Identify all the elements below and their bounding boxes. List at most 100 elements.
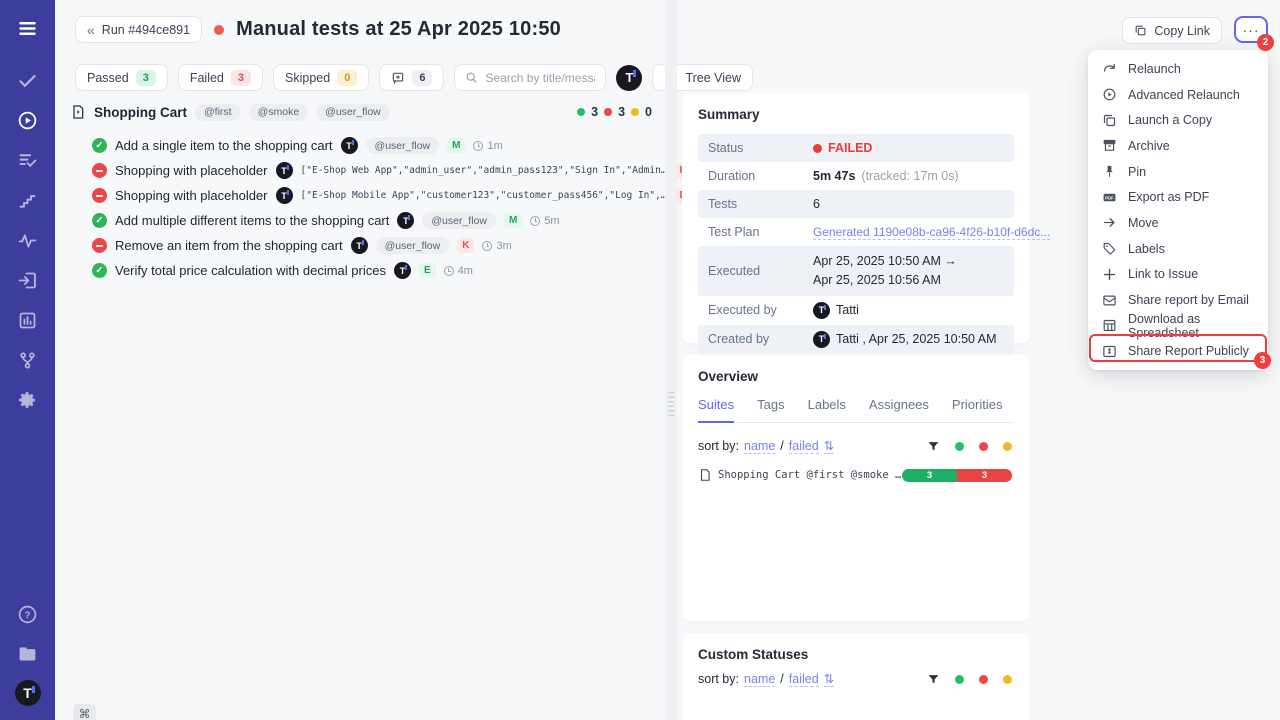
test-tag[interactable]: @user_flow: [365, 137, 440, 154]
suite-document-icon: [700, 469, 710, 481]
executed-by-value: Tatti: [836, 303, 859, 317]
more-actions-menu: Relaunch Advanced Relaunch Launch a Copy…: [1088, 50, 1271, 371]
filter-user-avatar[interactable]: T: [616, 64, 643, 91]
test-title: Remove an item from the shopping cart: [115, 238, 343, 253]
back-to-run-button[interactable]: « Run #494ce891: [75, 16, 203, 43]
sort-by-name-link[interactable]: name: [744, 671, 776, 687]
passed-legend-dot[interactable]: [955, 441, 964, 451]
sidebar-item-steps[interactable]: [16, 188, 40, 212]
user-avatar[interactable]: T: [14, 680, 41, 706]
passed-legend-dot[interactable]: [955, 674, 964, 684]
menu-item-archive[interactable]: Archive: [1088, 133, 1268, 159]
test-row[interactable]: Shopping with placeholder T ["E-Shop Web…: [70, 158, 729, 183]
test-parameters: ["E-Shop Mobile App","customer123","cust…: [300, 190, 667, 201]
owner-badge: K: [457, 238, 475, 253]
skipped-legend-dot[interactable]: [1003, 674, 1012, 684]
menu-item-move[interactable]: Move: [1088, 210, 1268, 236]
tab-suites[interactable]: Suites: [698, 397, 735, 423]
duration: 5m: [530, 215, 560, 227]
menu-item-link-to-issue[interactable]: Link to Issue: [1088, 262, 1268, 288]
resize-grip-handle[interactable]: [668, 392, 674, 416]
copy-icon: [1103, 114, 1116, 126]
menu-item-share-report-by-email[interactable]: Share report by Email: [1088, 287, 1268, 313]
menu-item-relaunch[interactable]: Relaunch: [1088, 56, 1268, 82]
skipped-legend-dot[interactable]: [1003, 441, 1012, 451]
sort-by-failed-link[interactable]: failed: [788, 671, 819, 687]
more-actions-button[interactable]: ···: [1234, 16, 1268, 43]
passed-label: Passed: [87, 70, 129, 85]
help-icon[interactable]: ?: [16, 602, 40, 626]
clock-icon: [443, 265, 454, 276]
sidebar-item-tests[interactable]: [16, 68, 40, 92]
filter-failed-button[interactable]: Failed 3: [177, 64, 263, 91]
sort-by-failed-link[interactable]: failed: [788, 438, 819, 454]
sort-by-name-link[interactable]: name: [744, 438, 776, 454]
projects-folder-icon[interactable]: [16, 641, 40, 665]
owner-badge: M: [447, 138, 466, 153]
failed-status-icon: [92, 163, 107, 178]
sort-direction-icon[interactable]: ⇅: [823, 439, 835, 454]
suite-tag[interactable]: @smoke: [248, 103, 309, 121]
sidebar-item-runs[interactable]: [16, 108, 40, 132]
sort-direction-icon[interactable]: ⇅: [823, 672, 835, 687]
copy-link-button[interactable]: Copy Link: [1122, 17, 1222, 44]
menu-item-share-report-publicly[interactable]: Share Report Publicly: [1088, 339, 1268, 365]
suite-document-icon: [73, 105, 84, 119]
filter-funnel-icon[interactable]: [927, 440, 940, 453]
status-failed-value: FAILED: [813, 141, 872, 155]
menu-item-download-as-spreadsheet[interactable]: Download as Spreadsheet: [1088, 312, 1268, 340]
filter-funnel-icon[interactable]: [927, 673, 940, 686]
test-parameters: ["E-Shop Web App","admin_user","admin_pa…: [300, 165, 667, 176]
sidebar-item-test-plans[interactable]: [16, 148, 40, 172]
menu-item-advanced-relaunch[interactable]: Advanced Relaunch: [1088, 82, 1268, 108]
search-icon: [467, 72, 478, 83]
menu-item-export-as-pdf[interactable]: PDF Export as PDF: [1088, 184, 1268, 210]
tab-assignees[interactable]: Assignees: [868, 397, 929, 412]
failed-legend-dot[interactable]: [979, 674, 988, 684]
test-tag[interactable]: @user_flow: [422, 212, 496, 229]
filter-passed-button[interactable]: Passed 3: [75, 64, 168, 91]
arrow-right-icon: [1103, 218, 1115, 228]
sidebar-item-analytics[interactable]: [16, 308, 40, 332]
sidebar-item-import[interactable]: [16, 268, 40, 292]
sidebar-item-settings[interactable]: [16, 388, 40, 412]
menu-item-pin[interactable]: Pin: [1088, 159, 1268, 185]
test-row[interactable]: Add a single item to the shopping cart T…: [70, 133, 662, 158]
tab-priorities[interactable]: Priorities: [951, 397, 1003, 412]
menu-item-launch-a-copy[interactable]: Launch a Copy: [1088, 107, 1268, 133]
sidebar-item-pulse[interactable]: [16, 228, 40, 252]
suite-tag[interactable]: @first: [195, 103, 241, 121]
skipped-count-badge: 0: [337, 69, 358, 86]
test-plan-link[interactable]: Generated 1190e08b-ca96-4f26-b10f-d6dc..…: [813, 224, 1051, 240]
test-row[interactable]: Remove an item from the shopping cart T …: [70, 233, 662, 258]
panel-resize-divider[interactable]: [665, 0, 677, 720]
back-chevron-icon: «: [87, 21, 95, 38]
summary-row-executed-by: Executed by T Tatti: [708, 301, 859, 319]
test-row[interactable]: Verify total price calculation with deci…: [70, 258, 662, 283]
summary-row-test-plan: Test Plan Generated 1190e08b-ca96-4f26-b…: [708, 224, 1051, 240]
command-palette-button[interactable]: ⌘: [73, 704, 96, 720]
failed-legend-dot[interactable]: [979, 441, 988, 451]
suite-tag[interactable]: @user_flow: [316, 103, 390, 121]
overview-tabs: Suites Tags Labels Assignees Priorities: [698, 397, 1014, 423]
tab-tags[interactable]: Tags: [757, 397, 785, 412]
pdf-icon: PDF: [1103, 193, 1116, 202]
suite-header[interactable]: Shopping Cart @first @smoke @user_flow 3…: [70, 101, 662, 123]
menu-item-labels[interactable]: Labels: [1088, 236, 1268, 262]
tag-icon: [1103, 243, 1116, 255]
overview-suite-row[interactable]: Shopping Cart @first @smoke … 3 3: [698, 468, 1014, 482]
custom-statuses-title: Custom Statuses: [698, 647, 809, 662]
overview-title: Overview: [698, 369, 759, 384]
sidebar-item-branches[interactable]: [16, 348, 40, 372]
hamburger-menu-icon[interactable]: [16, 16, 40, 40]
comments-filter-button[interactable]: 6: [379, 64, 445, 91]
search-input[interactable]: [485, 70, 596, 85]
filter-skipped-button[interactable]: Skipped 0: [273, 64, 370, 91]
summary-table: Status FAILED Duration 5m 47s (tracked: …: [698, 134, 1051, 354]
command-icon: ⌘: [78, 707, 91, 720]
test-row[interactable]: Add multiple different items to the shop…: [70, 208, 662, 233]
tab-labels[interactable]: Labels: [807, 397, 846, 412]
test-tag[interactable]: @user_flow: [375, 237, 450, 254]
comment-plus-icon: [393, 72, 404, 85]
test-row[interactable]: Shopping with placeholder T ["E-Shop Mob…: [70, 183, 729, 208]
